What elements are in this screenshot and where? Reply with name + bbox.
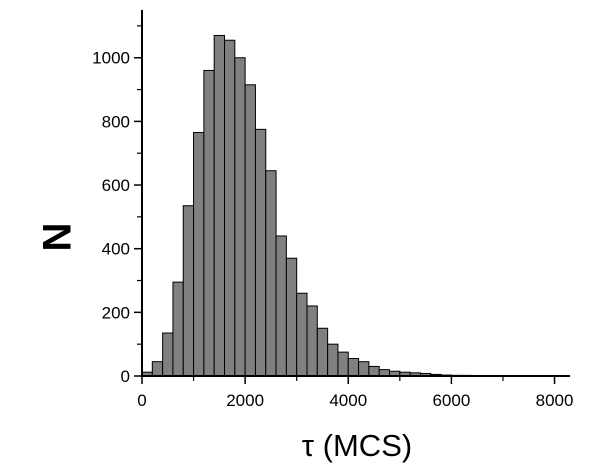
histogram-bar	[254, 128, 267, 377]
y-tick-label: 600	[102, 176, 130, 195]
bars-group	[141, 34, 535, 377]
histogram-bar	[213, 34, 226, 377]
histogram-bar	[327, 343, 339, 377]
histogram-bar	[275, 235, 287, 377]
histogram-bar	[316, 327, 329, 377]
histogram-bar	[358, 361, 370, 377]
histogram-bar	[306, 305, 318, 377]
histogram-bar	[182, 205, 195, 377]
histogram-bar	[347, 358, 360, 377]
histogram-bar	[151, 361, 164, 377]
x-tick-label: 2000	[226, 391, 264, 410]
histogram-bar	[285, 257, 298, 377]
histogram-bar	[162, 332, 174, 377]
x-tick-label: 6000	[432, 391, 470, 410]
histogram-bar	[234, 57, 246, 377]
y-tick-label: 1000	[92, 49, 130, 68]
histogram-bar	[337, 351, 349, 377]
histogram-bar	[368, 365, 380, 377]
histogram-bar	[265, 170, 277, 377]
histogram-bar	[203, 69, 215, 377]
histogram-bar	[224, 39, 236, 377]
x-axis-label: τ (MCS)	[302, 428, 412, 463]
y-tick-label: 0	[121, 367, 130, 386]
ticks-group: 0 2000 4000 6000 8000 0 200 400 600 800 1000	[92, 25, 574, 410]
y-tick-label: 400	[102, 240, 130, 259]
histogram-bar	[172, 281, 184, 377]
histogram-bar	[296, 292, 308, 377]
x-tick-label: 4000	[329, 391, 367, 410]
x-tick-label: 8000	[536, 391, 574, 410]
histogram-bar	[193, 132, 205, 377]
y-axis-label: N	[36, 223, 80, 252]
axes-group	[141, 10, 570, 377]
y-tick-label: 200	[102, 303, 130, 322]
x-tick-label: 0	[137, 391, 146, 410]
y-tick-label: 800	[102, 112, 130, 131]
histogram-bar	[244, 84, 256, 377]
